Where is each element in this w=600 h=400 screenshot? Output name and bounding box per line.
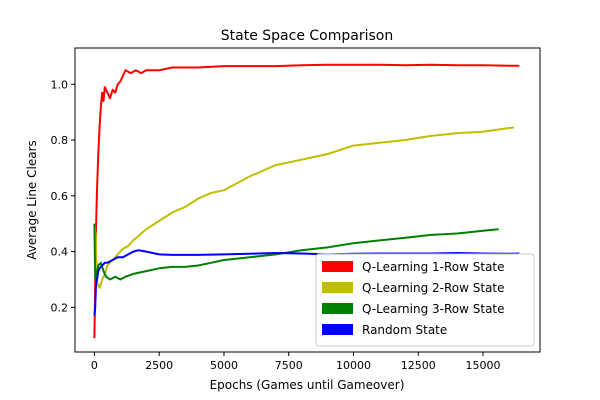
x-tick-label: 15000 [466, 359, 501, 372]
series-line-3 [93, 223, 499, 281]
x-axis-ticks: 0 2500 5000 7500 10000 12500 15000 [91, 352, 501, 372]
y-axis-label: Average Line Clears [25, 140, 39, 260]
series-line-1 [93, 63, 520, 339]
legend-swatch-1-row [322, 261, 353, 272]
legend-label-3-row: Q-Learning 3-Row State [362, 302, 505, 316]
x-axis-label: Epochs (Games until Gameover) [210, 378, 405, 392]
y-tick-label: 0.6 [51, 190, 69, 203]
y-tick-label: 0.4 [51, 246, 69, 259]
y-tick-label: 1.0 [51, 78, 69, 91]
x-tick-label: 7500 [275, 359, 303, 372]
legend-label-random: Random State [362, 323, 447, 337]
y-axis-ticks: 0.2 0.4 0.6 0.8 1.0 [51, 78, 75, 314]
x-tick-label: 0 [91, 359, 98, 372]
legend-label-2-row: Q-Learning 2-Row State [362, 281, 505, 295]
legend-swatch-2-row [322, 282, 353, 293]
legend: Q-Learning 1-Row State Q-Learning 2-Row … [315, 253, 535, 347]
x-tick-label: 10000 [336, 359, 371, 372]
legend-box [315, 253, 535, 347]
legend-swatch-3-row [322, 303, 353, 314]
chart-title: State Space Comparison [221, 28, 393, 44]
x-tick-label: 2500 [145, 359, 173, 372]
x-tick-label: 5000 [210, 359, 238, 372]
x-tick-label: 12500 [401, 359, 436, 372]
y-tick-label: 0.2 [51, 301, 69, 314]
legend-swatch-random [322, 324, 353, 335]
y-tick-label: 0.8 [51, 134, 69, 147]
legend-label-1-row: Q-Learning 1-Row State [362, 260, 505, 274]
